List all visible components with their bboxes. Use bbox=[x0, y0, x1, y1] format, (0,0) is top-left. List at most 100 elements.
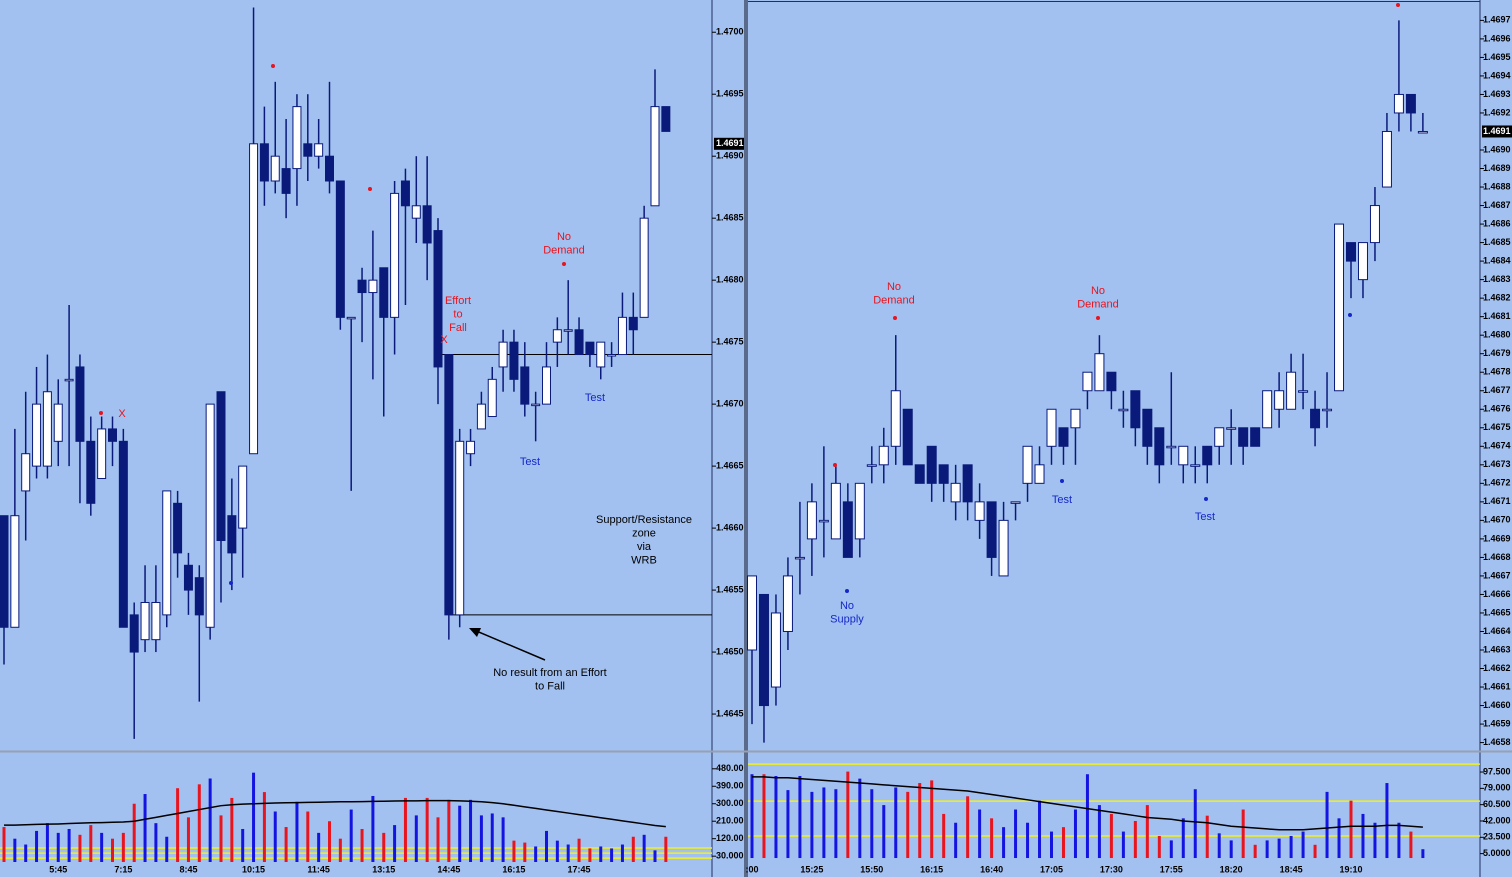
annotation: to bbox=[453, 308, 462, 320]
volume-bar bbox=[966, 796, 970, 859]
signal-dot bbox=[562, 262, 566, 266]
candle-body bbox=[10, 515, 20, 628]
volume-bar bbox=[1145, 805, 1149, 859]
candle-body bbox=[1274, 390, 1285, 410]
candle-body bbox=[794, 556, 805, 560]
candle-body bbox=[509, 341, 519, 380]
y-tick-label: 1.4668 bbox=[1483, 552, 1511, 562]
candle-body bbox=[878, 445, 889, 466]
candle-body bbox=[400, 180, 410, 207]
volume-bar bbox=[545, 830, 548, 862]
y-tick-label: 1.4687 bbox=[1483, 200, 1511, 210]
y-tick-label: 1.4677 bbox=[1483, 385, 1511, 395]
annotation: No bbox=[557, 231, 571, 243]
candle-body bbox=[842, 501, 853, 558]
y-tick-label: 1.4661 bbox=[1483, 681, 1511, 691]
volume-bar bbox=[338, 838, 342, 862]
volume-bar bbox=[1421, 849, 1425, 859]
volume-bar bbox=[469, 799, 473, 862]
candle-body bbox=[1226, 427, 1237, 430]
volume-bar bbox=[954, 822, 958, 859]
candle-body bbox=[335, 180, 345, 318]
annotation: No bbox=[1091, 285, 1105, 297]
volume-bar bbox=[186, 817, 190, 862]
candle-body bbox=[498, 341, 508, 368]
candle-body bbox=[1238, 427, 1249, 447]
volume-bar bbox=[620, 844, 624, 862]
annotation: Test bbox=[1195, 511, 1215, 523]
candle-body bbox=[75, 366, 85, 442]
volume-bar bbox=[1026, 822, 1030, 859]
candle-body bbox=[830, 482, 841, 540]
signal-dot bbox=[368, 187, 372, 191]
volume-bar bbox=[393, 825, 397, 862]
volume-bar bbox=[89, 825, 93, 862]
x-tick-label: :00 bbox=[745, 864, 758, 874]
annotation: Supply bbox=[830, 613, 864, 625]
volume-bar bbox=[56, 832, 60, 862]
volume-bar bbox=[846, 771, 850, 859]
volume-bar bbox=[822, 787, 826, 859]
volume-bar bbox=[425, 797, 429, 862]
y-tick-label: 1.4669 bbox=[1483, 533, 1511, 543]
candle-body bbox=[818, 519, 829, 523]
last-price-box bbox=[714, 137, 744, 150]
y-tick-label: 1.4667 bbox=[1483, 570, 1511, 580]
y-tick-label: 1.4670 bbox=[716, 399, 744, 409]
candle-body bbox=[1058, 427, 1069, 447]
candle-body bbox=[1381, 130, 1392, 188]
y-tick-label: 1.4671 bbox=[1483, 496, 1511, 506]
volume-bar bbox=[631, 836, 635, 862]
signal-dot bbox=[99, 411, 103, 415]
candle-body bbox=[1262, 390, 1273, 429]
y-tick-label: 1.4673 bbox=[1483, 459, 1511, 469]
volume-bar bbox=[1061, 827, 1065, 859]
candle-body bbox=[346, 316, 356, 320]
annotation: Support/Resistance bbox=[596, 514, 692, 526]
candle-body bbox=[292, 106, 302, 170]
volume-bar bbox=[1337, 818, 1341, 859]
volume-bar bbox=[523, 842, 527, 862]
volume-tick-label: 42.000 bbox=[1483, 815, 1511, 825]
annotation: Demand bbox=[873, 294, 915, 306]
volume-bar bbox=[599, 846, 603, 862]
volume-bar bbox=[111, 838, 114, 862]
candle-body bbox=[1346, 242, 1356, 262]
signal-dot bbox=[271, 64, 275, 68]
volume-bar bbox=[1169, 840, 1173, 859]
volume-bar bbox=[403, 797, 407, 862]
signal-dot bbox=[1396, 3, 1400, 7]
candle-body bbox=[325, 155, 334, 182]
x-tick-label: 14:45 bbox=[437, 864, 460, 874]
candle-body bbox=[758, 593, 769, 707]
volume-bar bbox=[1229, 840, 1233, 859]
volume-average bbox=[4, 799, 666, 828]
y-tick-label: 1.4664 bbox=[1483, 626, 1511, 636]
candle-body bbox=[86, 440, 96, 504]
x-tick-label: 17:45 bbox=[568, 864, 591, 874]
candle-body bbox=[520, 366, 530, 405]
candle-body bbox=[1022, 445, 1033, 484]
annotation: No result from an Effort bbox=[493, 667, 607, 679]
candle-body bbox=[1286, 371, 1297, 410]
candle-body bbox=[270, 155, 280, 182]
y-tick-label: 1.4672 bbox=[1483, 478, 1511, 488]
volume-bar bbox=[978, 809, 982, 859]
volume-bar bbox=[447, 799, 451, 862]
y-tick-label: 1.4694 bbox=[1483, 70, 1511, 80]
y-tick-label: 1.4681 bbox=[1483, 311, 1511, 321]
candle-body bbox=[926, 445, 937, 484]
volume-bar bbox=[284, 827, 288, 862]
y-tick-label: 1.4678 bbox=[1483, 367, 1511, 377]
volume-bar bbox=[1157, 835, 1161, 859]
candle-body bbox=[0, 515, 9, 628]
annotation: Fall bbox=[449, 322, 467, 334]
y-tick-label: 1.4690 bbox=[1483, 144, 1511, 154]
annotation: Demand bbox=[1077, 298, 1119, 310]
candle-body bbox=[1298, 390, 1309, 393]
y-tick-label: 1.4666 bbox=[1483, 589, 1511, 599]
volume-bar bbox=[942, 813, 946, 859]
last-price-label: 1.4691 bbox=[716, 138, 744, 148]
candle-body bbox=[140, 601, 150, 641]
